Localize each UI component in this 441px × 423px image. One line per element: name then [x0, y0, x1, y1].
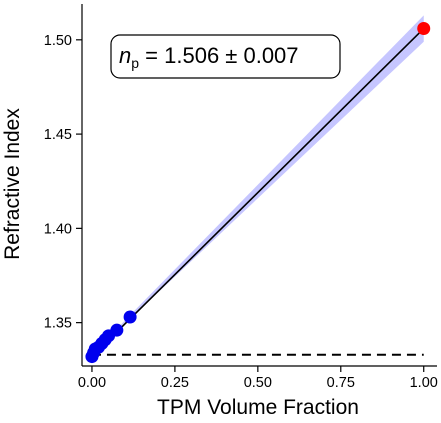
fit-line [91, 27, 425, 358]
annotation-subscript: p [131, 55, 139, 71]
x-tick-label: 0.50 [244, 375, 272, 391]
y-tick-label: 1.45 [44, 127, 72, 143]
x-tick-label: 0.25 [161, 375, 189, 391]
y-tick-label: 1.50 [44, 33, 72, 49]
data-point [417, 22, 431, 36]
annotation-text: np = 1.506 ± 0.007 [119, 43, 299, 71]
confidence-band [91, 15, 424, 359]
x-tick-label: 1.00 [410, 375, 438, 391]
y-axis-label: Refractive Index [1, 108, 24, 260]
annotation-symbol: n [119, 43, 131, 68]
x-axis-label: TPM Volume Fraction [157, 396, 359, 418]
annotation-value: = 1.506 ± 0.007 [139, 43, 298, 68]
axes-layer: 0.00 0.25 0.50 0.75 1.00 1.35 1.40 1.45 1.50 [44, 4, 438, 391]
y-tick-label: 1.40 [44, 221, 72, 237]
x-tick-label: 0.75 [327, 375, 355, 391]
annotation-box [110, 34, 341, 79]
data-point [110, 323, 124, 337]
data-point [123, 310, 137, 324]
y-tick-label: 1.35 [44, 316, 72, 332]
annotation-layer: np = 1.506 ± 0.007 [110, 34, 341, 79]
x-tick-label: 0.00 [78, 375, 106, 391]
plot-layer [85, 15, 431, 364]
